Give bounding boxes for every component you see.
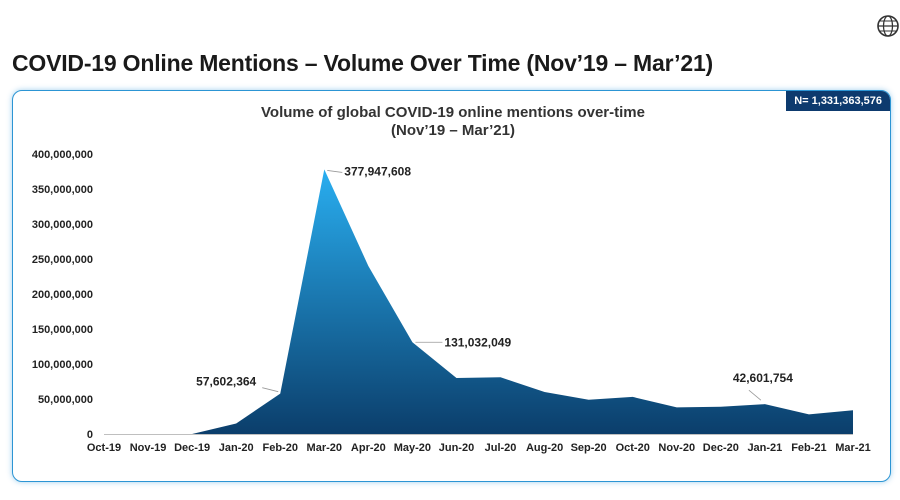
x-tick-label: Apr-20 — [351, 442, 386, 454]
annotation-leader — [327, 170, 343, 173]
total-count-badge: N= 1,331,363,576 — [786, 91, 890, 111]
y-tick-label: 100,000,000 — [32, 359, 93, 371]
data-label: 42,601,754 — [733, 371, 793, 385]
x-tick-label: Jul-20 — [485, 442, 517, 454]
y-tick-label: 50,000,000 — [38, 394, 93, 406]
data-label: 377,947,608 — [344, 164, 411, 178]
x-tick-label: Dec-20 — [703, 442, 739, 454]
chart-title: Volume of global COVID-19 online mention… — [261, 104, 645, 121]
annotation-leader — [748, 389, 762, 401]
x-tick-label: Oct-20 — [616, 442, 650, 454]
area-chart: Volume of global COVID-19 online mention… — [32, 104, 871, 454]
x-tick-label: Jan-21 — [747, 442, 782, 454]
x-tick-label: Jan-20 — [219, 442, 254, 454]
chart-panel: N= 1,331,363,576 Volume of global COVID-… — [12, 90, 891, 482]
x-tick-label: Feb-21 — [791, 442, 826, 454]
annotation-leader — [262, 387, 279, 393]
series-area — [104, 169, 853, 434]
x-tick-label: Aug-20 — [526, 442, 563, 454]
y-tick-label: 250,000,000 — [32, 254, 93, 266]
x-tick-label: Dec-19 — [174, 442, 210, 454]
y-tick-label: 150,000,000 — [32, 324, 93, 336]
x-tick-label: Nov-19 — [130, 442, 167, 454]
x-tick-label: Mar-21 — [835, 442, 870, 454]
data-label: 57,602,364 — [196, 375, 256, 389]
x-tick-label: Feb-20 — [263, 442, 298, 454]
x-tick-label: Mar-20 — [307, 442, 342, 454]
x-tick-label: Oct-19 — [87, 442, 121, 454]
globe-logo-icon — [877, 15, 899, 37]
x-tick-label: Jun-20 — [439, 442, 474, 454]
x-tick-label: May-20 — [394, 442, 431, 454]
y-tick-label: 300,000,000 — [32, 219, 93, 231]
x-tick-label: Nov-20 — [658, 442, 695, 454]
y-tick-label: 200,000,000 — [32, 289, 93, 301]
page-title: COVID-19 Online Mentions – Volume Over T… — [12, 50, 714, 76]
y-tick-label: 0 — [87, 429, 93, 441]
chart-subtitle: (Nov’19 – Mar’21) — [391, 122, 515, 139]
y-tick-label: 400,000,000 — [32, 149, 93, 161]
x-tick-label: Sep-20 — [571, 442, 607, 454]
data-label: 131,032,049 — [444, 335, 511, 349]
y-tick-label: 350,000,000 — [32, 184, 93, 196]
